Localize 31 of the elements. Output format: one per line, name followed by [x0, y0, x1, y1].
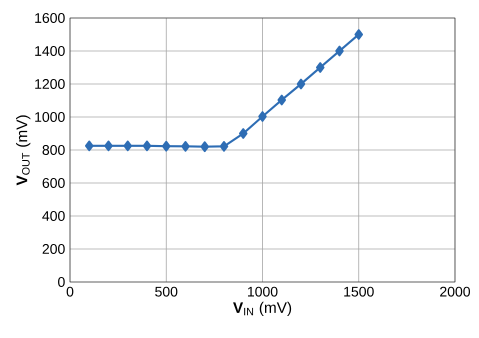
point: [84, 140, 94, 152]
point: [142, 140, 152, 152]
y-tick-label: 1200: [35, 79, 65, 89]
point: [296, 78, 306, 90]
point: [277, 94, 286, 106]
point: [258, 111, 267, 122]
point: [200, 141, 210, 152]
x-tick-label: 0: [66, 286, 74, 297]
point: [181, 141, 190, 152]
y-tick-label: 600: [42, 178, 65, 188]
y-tick-label: 200: [42, 244, 65, 254]
y-tick-label: 0: [58, 277, 65, 287]
point: [238, 128, 248, 139]
y-axis-title: V$_{OUT}$ (mV): [16, 115, 30, 186]
y-tick-label: 1600: [35, 13, 65, 23]
point: [162, 140, 171, 152]
point: [316, 62, 325, 73]
point: [335, 46, 344, 56]
point: [354, 29, 364, 40]
y-tick-label: 800: [42, 145, 65, 155]
y-tick-label: 1400: [35, 46, 65, 56]
y-tick-label: 400: [42, 211, 65, 221]
x-tick-label: 2000: [440, 286, 470, 297]
point: [104, 140, 113, 152]
point: [123, 140, 132, 152]
y-tick-label: 1000: [35, 112, 65, 122]
point: [220, 141, 228, 152]
x-axis-title: V$_{IN}$ (mV): [233, 302, 292, 316]
x-tick-label: 500: [155, 286, 178, 297]
x-tick-label: 1000: [248, 286, 278, 297]
x-tick-label: 1500: [344, 286, 374, 297]
